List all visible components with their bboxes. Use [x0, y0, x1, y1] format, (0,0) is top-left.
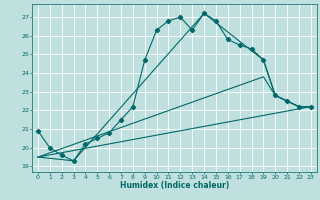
- X-axis label: Humidex (Indice chaleur): Humidex (Indice chaleur): [120, 181, 229, 190]
